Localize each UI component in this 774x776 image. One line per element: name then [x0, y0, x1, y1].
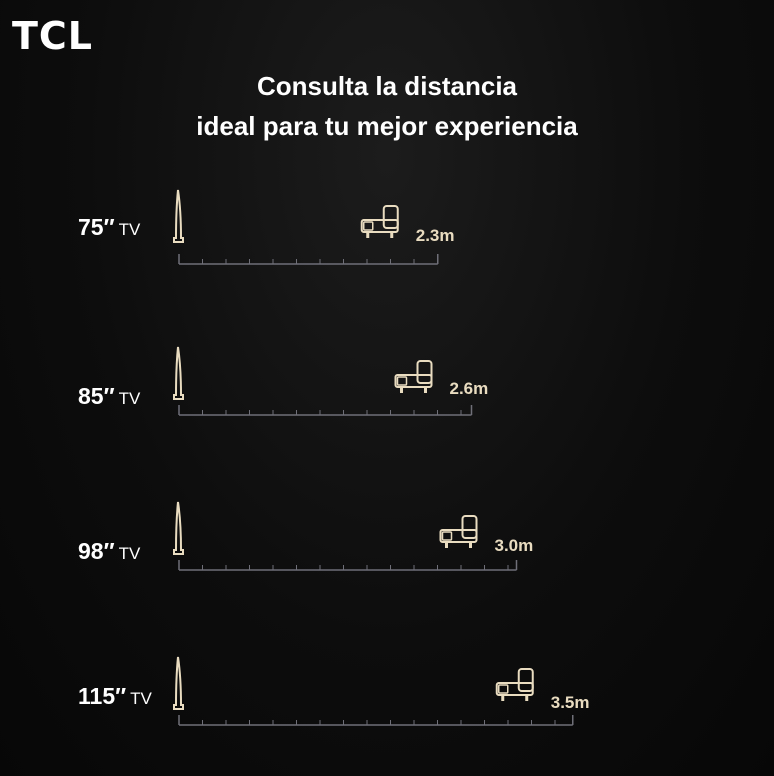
distance-diagram [173, 346, 473, 416]
distance-ruler [178, 560, 518, 571]
tv-size: 115″ [78, 683, 127, 709]
tv-size-label: 75″ TV [78, 214, 140, 241]
tv-unit: TV [118, 389, 141, 408]
armchair-icon [360, 205, 399, 238]
distance-value: 2.3m [415, 226, 455, 245]
distance-value: 2.6m [449, 379, 489, 398]
distance-row-85: 85″ TV 2.6m [0, 335, 774, 465]
tv-size: 98″ [78, 538, 115, 564]
armchair-part [394, 374, 433, 388]
tv-stand-icon [173, 189, 184, 243]
tv-size: 75″ [78, 214, 115, 240]
armchair-part [498, 684, 509, 694]
armchair-part [495, 682, 534, 696]
armchair-part [360, 219, 399, 233]
armchair-part [363, 221, 374, 231]
page-title: Consulta la distancia ideal para tu mejo… [0, 66, 774, 146]
title-line-2: ideal para tu mejor experiencia [196, 111, 578, 141]
distance-ruler [178, 254, 439, 265]
armchair-icon [439, 515, 478, 548]
tv-stand-icon [173, 346, 184, 400]
tv-stand-icon [173, 656, 184, 710]
distance-row-75: 75″ TV 2.3m [0, 180, 774, 310]
tv-size-label: 85″ TV [78, 383, 140, 410]
armchair-part [416, 360, 433, 384]
distance-value: 3.0m [494, 536, 534, 555]
distance-row-98: 98″ TV 3.0m [0, 490, 774, 620]
tv-size-label: 98″ TV [78, 538, 140, 565]
distance-ruler [178, 715, 574, 726]
distance-diagram [173, 189, 439, 265]
tcl-logo: TCL [12, 14, 94, 58]
armchair-part [396, 376, 408, 386]
distance-diagram [173, 501, 518, 571]
distance-value: 3.5m [550, 693, 590, 712]
armchair-part [439, 529, 478, 543]
tv-size-label: 115″ TV [78, 683, 152, 710]
armchair-part [441, 531, 453, 541]
tv-unit: TV [118, 544, 141, 563]
tv-size: 85″ [78, 383, 115, 409]
armchair-icon [495, 668, 534, 701]
armchair-part [382, 205, 399, 229]
armchair-part [517, 668, 534, 692]
armchair-part [461, 515, 478, 539]
distance-row-115: 115″ TV 3.5m [0, 645, 774, 775]
distance-ruler [178, 405, 473, 416]
tv-unit: TV [118, 220, 141, 239]
title-line-1: Consulta la distancia [256, 71, 518, 101]
armchair-icon [394, 360, 433, 393]
tv-stand-icon [173, 501, 184, 555]
tv-unit: TV [130, 689, 152, 708]
distance-diagram [173, 656, 574, 726]
